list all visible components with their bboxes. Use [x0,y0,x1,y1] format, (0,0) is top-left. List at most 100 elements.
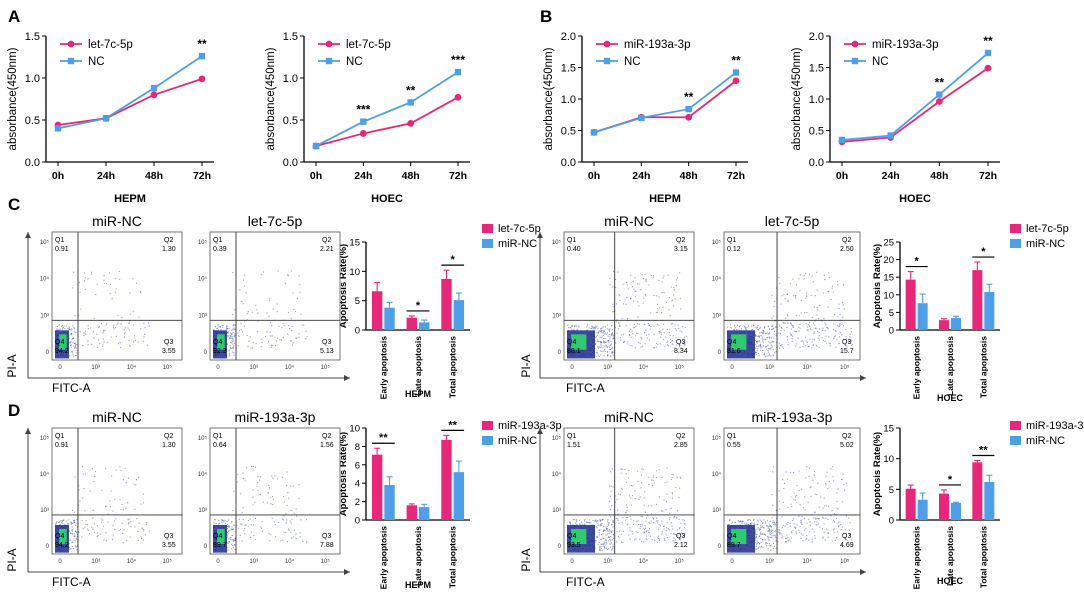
flow-event [271,325,273,327]
flow-event [657,311,659,313]
flow-event [632,523,635,525]
flow-x-tick: 10⁵ [840,364,850,371]
flow-event [848,517,850,519]
flow-event [108,272,110,274]
flow-event [105,540,107,542]
flow-event [233,524,235,526]
flow-event [134,508,136,510]
flow-event [658,538,660,540]
flow-event [603,337,605,340]
flow-x-tick: 10⁴ [639,364,649,371]
flow-event [78,281,81,283]
flow-event [72,325,74,327]
flow-event [597,536,599,538]
flow-event [803,278,805,280]
flow-event [648,476,650,478]
flow-event [103,275,105,277]
flow-event [774,530,776,532]
flow-event [608,537,610,539]
line-chart-b_hepm: 0.00.51.01.52.00h 24h 48h 72hHEPMabsorbance… [543,31,748,205]
quadrant-label-q1: Q1 [727,433,736,440]
legend-label: miR-NC [498,238,537,250]
flow-event [603,341,605,343]
flow-x-axis-label: FITC-A [566,575,605,589]
flow-event [282,322,284,325]
flow-event [793,295,795,297]
flow-event [809,531,811,533]
flow-y-tick: 10⁵ [40,239,50,246]
flow-event [816,524,818,526]
flow-event [213,522,215,524]
flow-event [299,291,301,293]
flow-event [100,323,102,325]
legend-marker [851,57,859,65]
flow-event [298,336,300,339]
flow-event [668,529,670,531]
y-axis-label: Apoptosis Rate(%) [872,244,883,328]
flow-axis-arrows-0: FITC-API-A [5,232,350,395]
flow-event [143,336,145,338]
flow-event [233,539,235,541]
flow-event [677,529,679,531]
flow-event [305,541,308,543]
y-tick-label: 15 [883,273,894,284]
flow-event [69,341,71,343]
flow-event [643,297,645,299]
flow-event [809,328,811,330]
flow-event [135,479,138,481]
flow-event [256,309,258,311]
flow-event [775,346,777,348]
flow-event [56,521,58,523]
flow-event [252,489,254,491]
flow-event [629,345,631,347]
flow-event [608,485,610,487]
flow-event [75,538,77,540]
flow-event [842,284,844,286]
y-tick-label: 0.5 [283,115,298,127]
flow-event [102,525,104,527]
flow-event [676,510,679,512]
flow-event [576,519,578,521]
flow-event [570,523,572,525]
flow-event [665,530,667,532]
flow-event [121,522,123,524]
y-tick-label: 0.0 [25,157,40,169]
flow-event [260,338,262,340]
flow-event [148,530,150,532]
bar-blue [384,485,395,520]
flow-event [74,345,77,347]
flow-event [293,485,295,487]
flow-event [645,531,647,533]
flow-event [660,334,662,336]
flow-event [612,311,614,313]
y-arrowhead [25,232,31,238]
flow-event [639,527,641,529]
flow-event [233,525,235,527]
flow-event [217,324,219,326]
flow-event [778,490,780,492]
flow-event [227,533,229,535]
flow-event [751,329,753,331]
flow-event [601,533,603,535]
flow-event [586,326,588,328]
data-point-pink [198,75,206,83]
flow-event [213,329,215,331]
flow-event [648,531,650,534]
flow-event [816,521,818,523]
flow-event [622,530,625,532]
flow-event [779,347,781,349]
flow-event [679,533,681,535]
flow-event [572,519,574,521]
flow-event [753,522,755,524]
flow-event [833,314,836,316]
flow-event [791,324,793,326]
flow-event [610,490,612,492]
flow-event [590,522,592,524]
flow-event [673,286,675,288]
flow-event [232,325,234,327]
flow-event [836,339,838,341]
flow-event [612,354,614,356]
flow-event [82,332,84,334]
flow-event [636,323,639,325]
flow-event [658,332,661,334]
